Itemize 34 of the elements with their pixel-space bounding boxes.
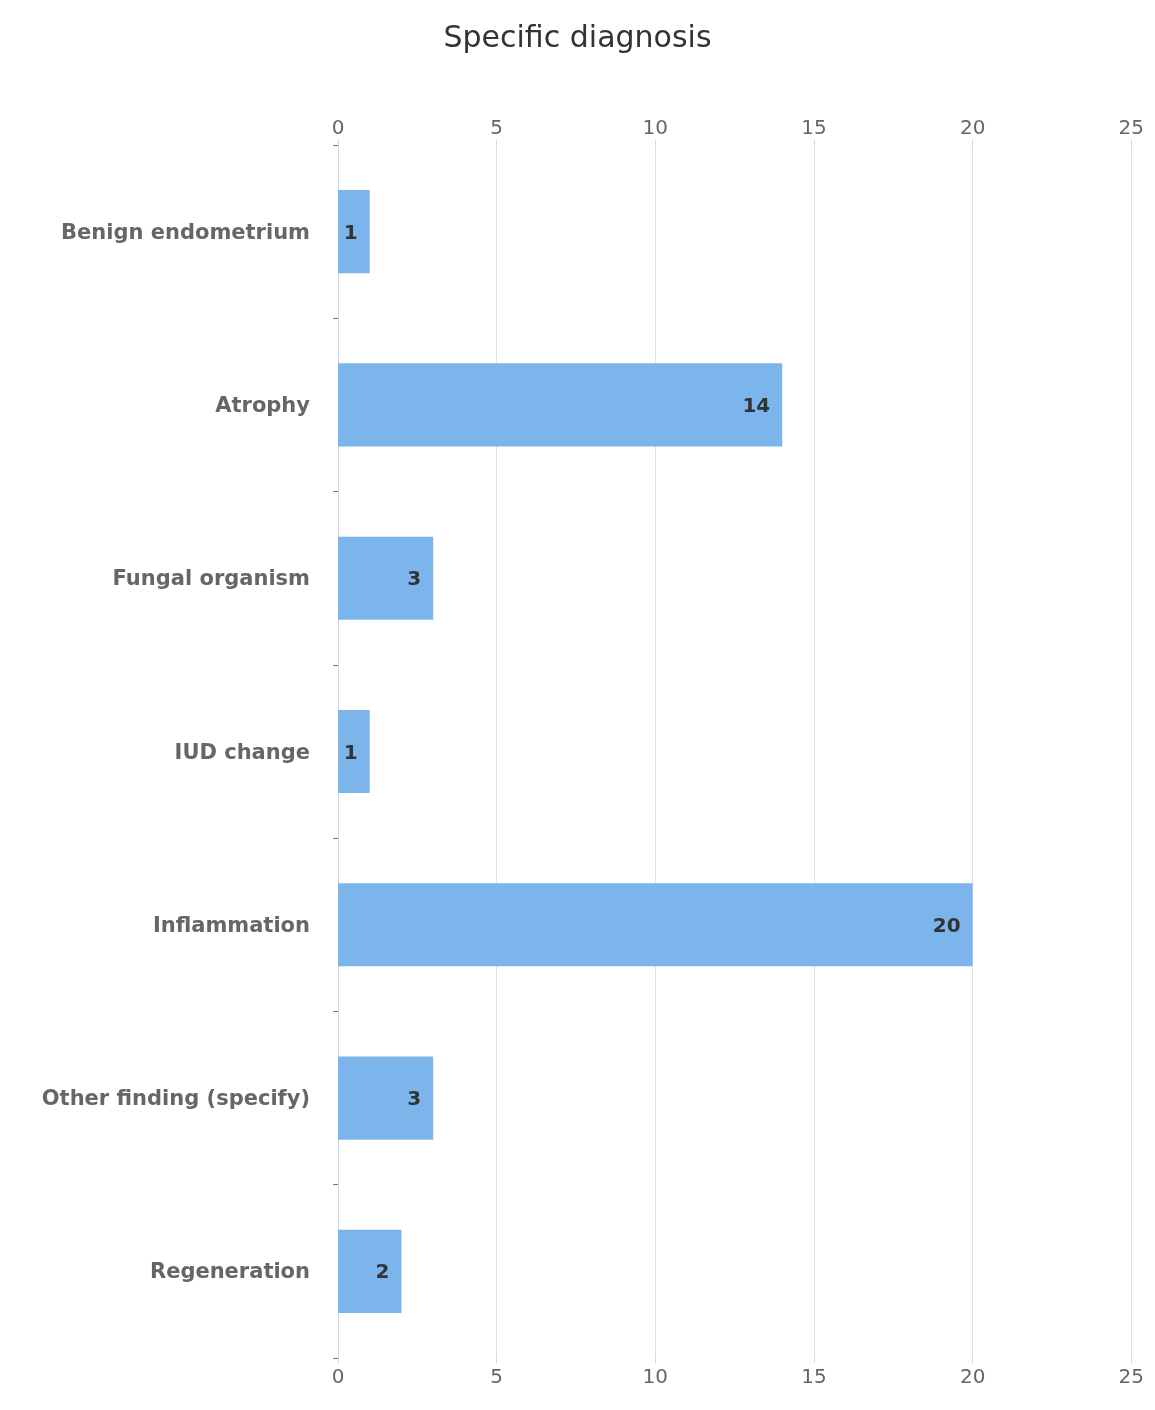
- y-tick-label: Inflammation: [152, 912, 310, 937]
- x-tick-label: 5: [490, 115, 504, 139]
- y-tick-label: Fungal organism: [112, 566, 310, 591]
- chart-title: Specific diagnosis: [443, 18, 712, 54]
- data-label: 1: [343, 219, 358, 244]
- y-tick-label: Benign endometrium: [61, 219, 310, 244]
- x-tick-label: 20: [959, 115, 986, 139]
- x-tick-label: 15: [801, 115, 827, 139]
- y-tick-label: Regeneration: [149, 1259, 310, 1284]
- x2-tick-label: 5: [490, 1364, 504, 1388]
- x2-tick-label: 15: [801, 1364, 827, 1388]
- bar: [338, 883, 973, 967]
- y-tick-label: Other finding (specify): [41, 1086, 310, 1111]
- data-label: 1: [343, 739, 358, 764]
- bar: [338, 1229, 402, 1313]
- x-tick-label: 25: [1118, 115, 1144, 139]
- bar: [338, 709, 370, 794]
- data-label: 3: [407, 566, 422, 591]
- data-label: 3: [407, 1086, 422, 1111]
- x-tick-label: 10: [642, 115, 669, 139]
- x-tick-label: 0: [331, 115, 345, 139]
- x2-tick-label: 20: [959, 1364, 986, 1388]
- data-label: 14: [742, 392, 771, 417]
- y-tick-label: IUD change: [174, 739, 310, 764]
- bar: [338, 536, 434, 620]
- x2-tick-label: 10: [642, 1364, 669, 1388]
- y-tick-label: Atrophy: [215, 392, 311, 417]
- data-label: 20: [932, 912, 961, 937]
- x2-tick-label: 0: [331, 1364, 345, 1388]
- bar: [338, 190, 370, 274]
- bar: [338, 1056, 434, 1140]
- bar: [338, 363, 783, 447]
- x2-tick-label: 25: [1118, 1364, 1144, 1388]
- data-label: 2: [375, 1259, 390, 1284]
